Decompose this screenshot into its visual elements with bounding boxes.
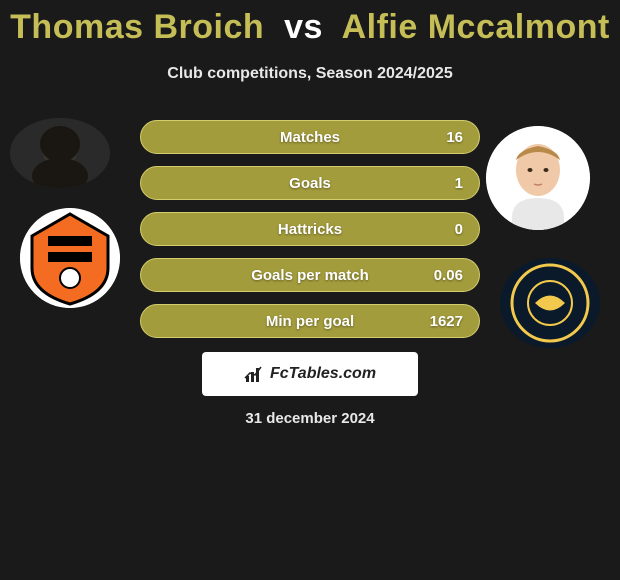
- date-label: 31 december 2024: [0, 410, 620, 427]
- stat-row: Matches 16: [140, 120, 480, 154]
- stat-value-right: 1: [455, 175, 463, 192]
- stat-row: Hattricks 0: [140, 212, 480, 246]
- stat-value-right: 0.06: [434, 267, 463, 284]
- stat-label: Min per goal: [266, 313, 354, 330]
- branding-badge: FcTables.com: [202, 352, 418, 396]
- player2-name: Alfie Mccalmont: [342, 8, 610, 46]
- bar-chart-icon: [244, 364, 264, 384]
- stat-row: Goals 1: [140, 166, 480, 200]
- player1-name: Thomas Broich: [10, 8, 264, 46]
- stat-row: Min per goal 1627: [140, 304, 480, 338]
- stat-label: Goals: [289, 175, 331, 192]
- comparison-title: Thomas Broich vs Alfie Mccalmont: [0, 0, 620, 47]
- stat-value-right: 16: [446, 129, 463, 146]
- stat-label: Matches: [280, 129, 340, 146]
- branding-text: FcTables.com: [270, 365, 376, 383]
- stats-container: Matches 16 Goals 1 Hattricks 0 Goals per…: [0, 120, 620, 350]
- subtitle: Club competitions, Season 2024/2025: [0, 65, 620, 83]
- stat-value-right: 1627: [430, 313, 463, 330]
- stat-row: Goals per match 0.06: [140, 258, 480, 292]
- stat-label: Hattricks: [278, 221, 342, 238]
- stat-label: Goals per match: [251, 267, 369, 284]
- stat-value-right: 0: [455, 221, 463, 238]
- vs-separator: vs: [284, 8, 323, 46]
